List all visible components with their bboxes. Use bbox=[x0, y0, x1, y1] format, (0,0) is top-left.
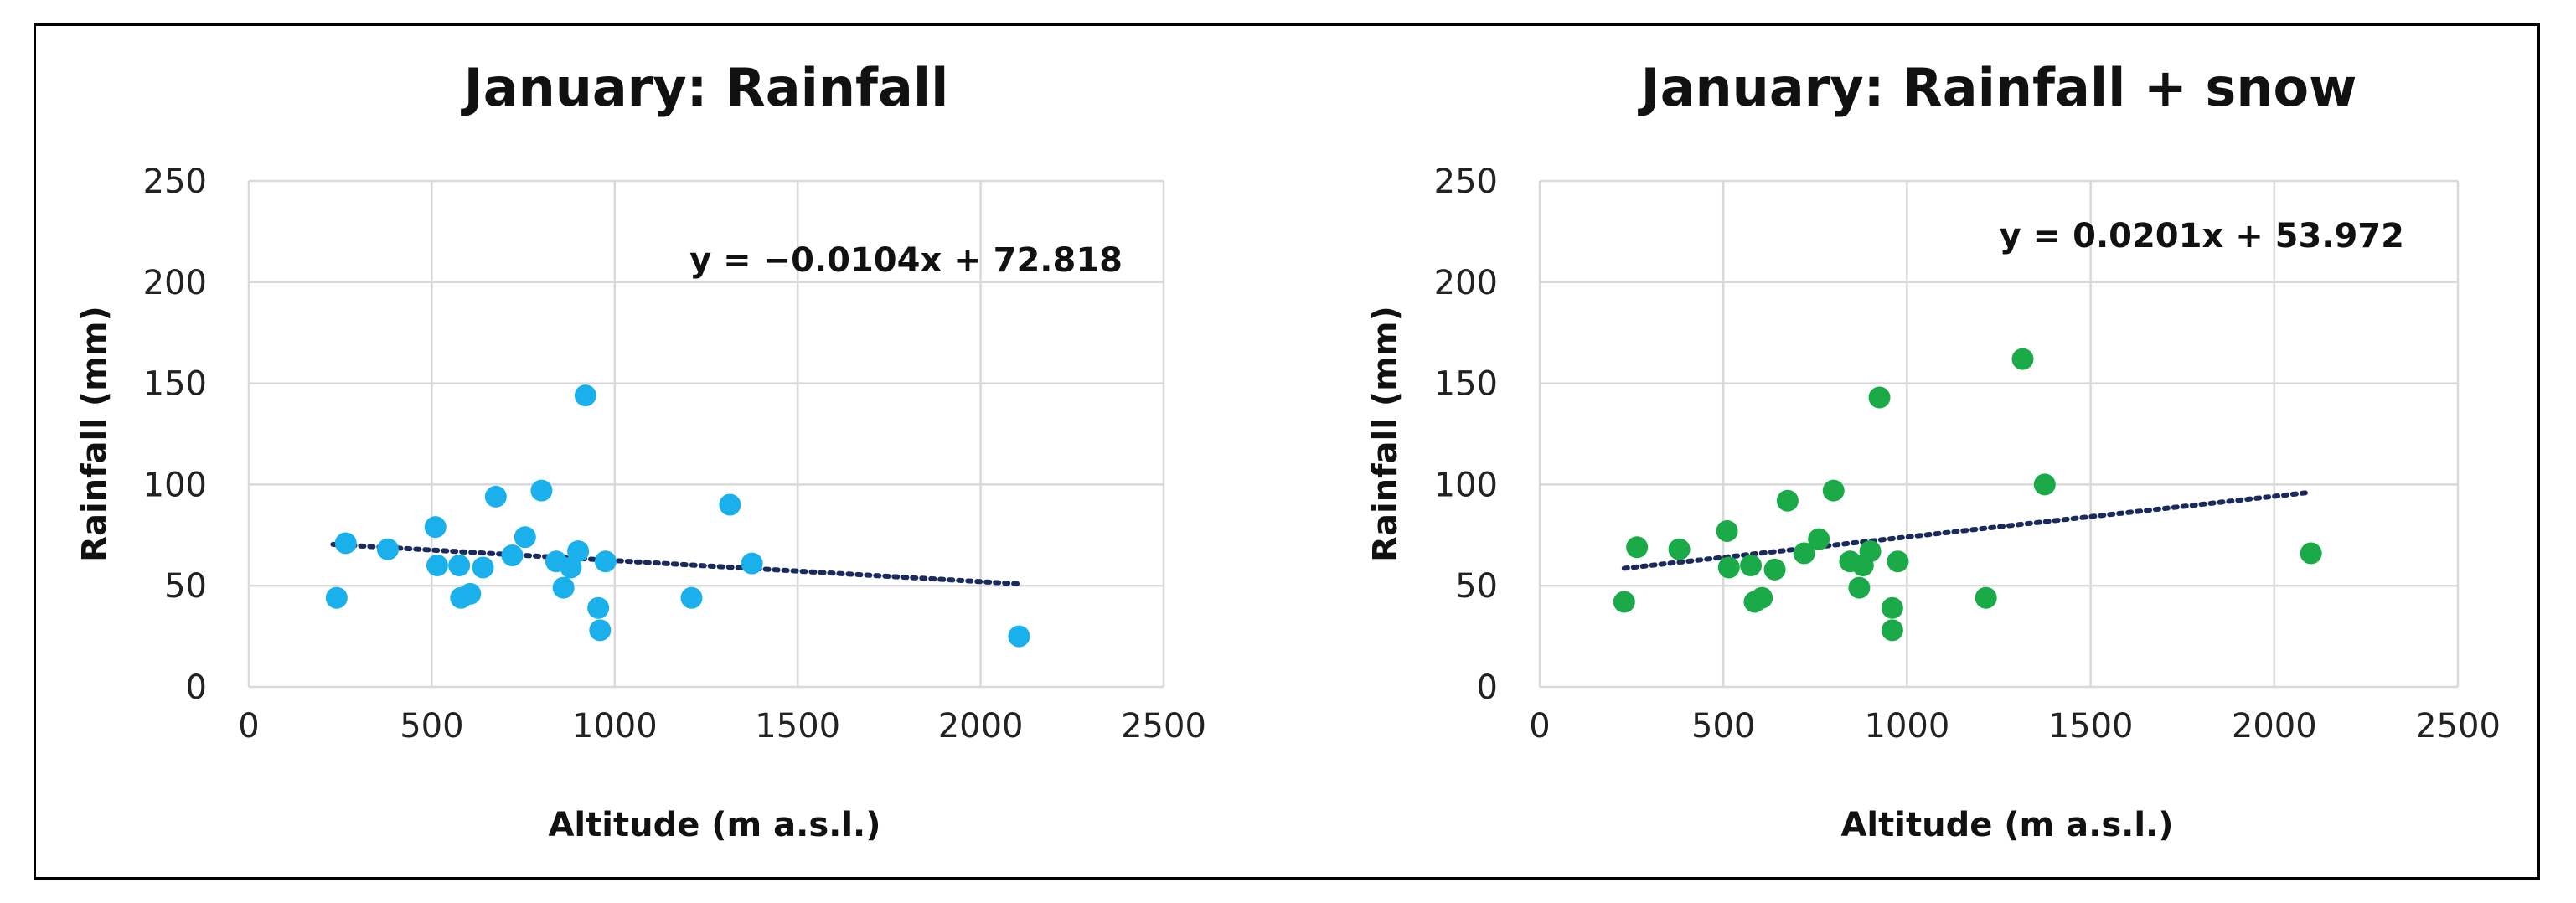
data-point bbox=[1881, 619, 1903, 642]
data-point bbox=[484, 485, 507, 508]
y-tick-label: 250 bbox=[143, 163, 207, 201]
data-point bbox=[376, 538, 399, 560]
data-point bbox=[1763, 558, 1786, 580]
data-point bbox=[472, 556, 494, 579]
y-tick-label: 200 bbox=[143, 264, 207, 302]
data-point bbox=[741, 552, 763, 575]
chart-rainfall-snow: 0 500 1000 1500 2000 2500 0 50 100 150 200 250 Janua… bbox=[1366, 57, 2501, 844]
y-tick-label: 200 bbox=[1434, 264, 1498, 302]
data-point bbox=[1008, 625, 1030, 648]
y-axis-label: Rainfall (mm) bbox=[75, 306, 114, 562]
data-point bbox=[719, 493, 741, 516]
y-tick-label: 0 bbox=[1477, 668, 1498, 707]
y-tick-label: 250 bbox=[1434, 163, 1498, 201]
chart-title: January: Rainfall + snow bbox=[1638, 57, 2357, 118]
data-point bbox=[552, 576, 575, 599]
data-point bbox=[680, 586, 703, 609]
chart-rainfall: 0 500 1000 1500 2000 2500 0 50 100 150 200 250 Janua… bbox=[75, 57, 1206, 844]
y-tick-label: 100 bbox=[1434, 466, 1498, 504]
x-tick-label: 2500 bbox=[2415, 707, 2501, 746]
data-point bbox=[459, 582, 482, 605]
trendline bbox=[330, 541, 1020, 586]
y-tick-label: 0 bbox=[186, 668, 207, 707]
data-point bbox=[560, 556, 582, 579]
data-point bbox=[1887, 550, 1909, 573]
x-tick-label: 0 bbox=[1529, 707, 1550, 746]
data-point bbox=[1613, 591, 1635, 613]
y-axis-label: Rainfall (mm) bbox=[1366, 306, 1405, 562]
x-tick-label: 1000 bbox=[1865, 707, 1950, 746]
data-point bbox=[1751, 586, 1773, 609]
data-point bbox=[2300, 542, 2322, 565]
data-point bbox=[424, 516, 447, 539]
data-point bbox=[2011, 348, 2034, 370]
x-axis-label: Altitude (m a.s.l.) bbox=[548, 806, 880, 844]
x-tick-label: 2500 bbox=[1121, 707, 1206, 746]
y-tick-label: 150 bbox=[143, 365, 207, 404]
y-tick-label: 100 bbox=[143, 466, 207, 504]
data-point bbox=[1776, 489, 1799, 512]
x-tick-label: 2000 bbox=[2232, 707, 2317, 746]
data-point bbox=[1717, 556, 1740, 579]
data-point bbox=[567, 540, 590, 563]
data-point bbox=[1822, 479, 1845, 502]
x-tick-label: 500 bbox=[400, 707, 463, 746]
data-point bbox=[1881, 596, 1903, 619]
data-point bbox=[587, 596, 610, 619]
data-point bbox=[1808, 528, 1830, 550]
data-point bbox=[1668, 538, 1691, 560]
data-point bbox=[1740, 555, 1763, 577]
data-point bbox=[1793, 542, 1815, 565]
data-point bbox=[501, 544, 524, 566]
x-tick-label: 1000 bbox=[572, 707, 658, 746]
data-point bbox=[426, 555, 448, 577]
data-point bbox=[325, 586, 348, 609]
figure-frame bbox=[34, 23, 2540, 880]
trendline bbox=[1621, 489, 2314, 571]
data-point bbox=[1859, 540, 1882, 563]
x-tick-label: 1500 bbox=[755, 707, 840, 746]
trendline-equation: y = −0.0104x + 72.818 bbox=[689, 241, 1123, 280]
data-point bbox=[574, 384, 596, 407]
x-tick-label: 0 bbox=[238, 707, 259, 746]
chart-title: January: Rainfall bbox=[461, 57, 949, 118]
x-tick-label: 1500 bbox=[2048, 707, 2134, 746]
trendline-equation: y = 0.0201x + 53.972 bbox=[2000, 217, 2404, 255]
data-point bbox=[1975, 586, 1997, 609]
x-tick-label: 2000 bbox=[938, 707, 1024, 746]
data-point bbox=[448, 555, 471, 577]
y-tick-label: 50 bbox=[1455, 567, 1498, 606]
data-point bbox=[594, 550, 617, 573]
y-tick-label: 150 bbox=[1434, 365, 1498, 404]
data-point bbox=[334, 532, 357, 555]
data-point bbox=[530, 479, 553, 502]
x-axis-label: Altitude (m a.s.l.) bbox=[1840, 806, 2173, 844]
y-tick-label: 50 bbox=[164, 567, 207, 606]
data-point bbox=[2033, 473, 2056, 496]
data-point bbox=[1716, 519, 1738, 542]
data-point bbox=[514, 526, 536, 549]
data-point bbox=[1626, 536, 1649, 559]
data-point bbox=[1868, 386, 1891, 409]
x-tick-label: 500 bbox=[1691, 707, 1755, 746]
data-point bbox=[1848, 576, 1871, 599]
data-point bbox=[589, 619, 612, 642]
